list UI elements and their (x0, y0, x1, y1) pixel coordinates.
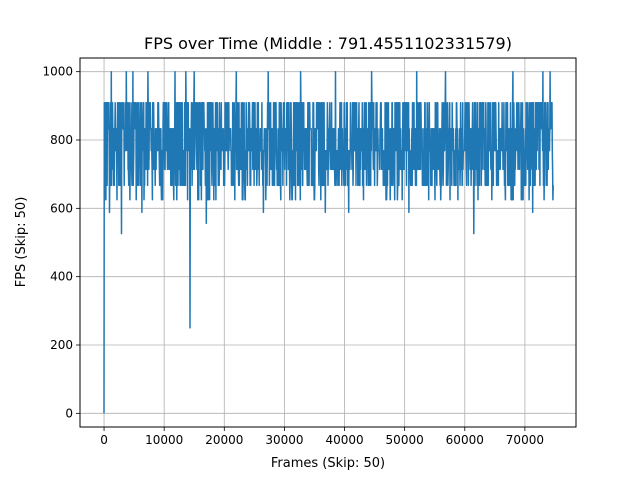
x-tick-label: 30000 (265, 433, 303, 447)
y-tick-label: 600 (50, 201, 73, 215)
x-tick-label: 40000 (325, 433, 363, 447)
chart-title: FPS over Time (Middle : 791.455110233157… (144, 34, 512, 53)
y-tick-label: 800 (50, 133, 73, 147)
y-tick-label: 0 (65, 406, 73, 420)
grid-lines (80, 58, 576, 427)
y-tick-label: 200 (50, 338, 73, 352)
x-tick-label: 0 (100, 433, 108, 447)
y-axis-label: FPS (Skip: 50) (14, 197, 29, 288)
y-tick-label: 1000 (42, 65, 73, 79)
x-axis-ticks: 0 10000 20000 30000 40000 50000 60000 70000 (100, 427, 544, 447)
x-tick-label: 50000 (386, 433, 424, 447)
x-tick-label: 60000 (446, 433, 484, 447)
x-axis-label: Frames (Skip: 50) (271, 456, 385, 471)
y-axis-ticks: 0 200 400 600 800 1000 (42, 65, 80, 420)
x-tick-label: 10000 (145, 433, 183, 447)
plot-area-frame (79, 57, 577, 428)
x-tick-label: 70000 (506, 433, 544, 447)
fps-series-line (103, 70, 554, 414)
series-layer (103, 70, 554, 414)
y-tick-label: 400 (50, 270, 73, 284)
x-tick-label: 20000 (205, 433, 243, 447)
